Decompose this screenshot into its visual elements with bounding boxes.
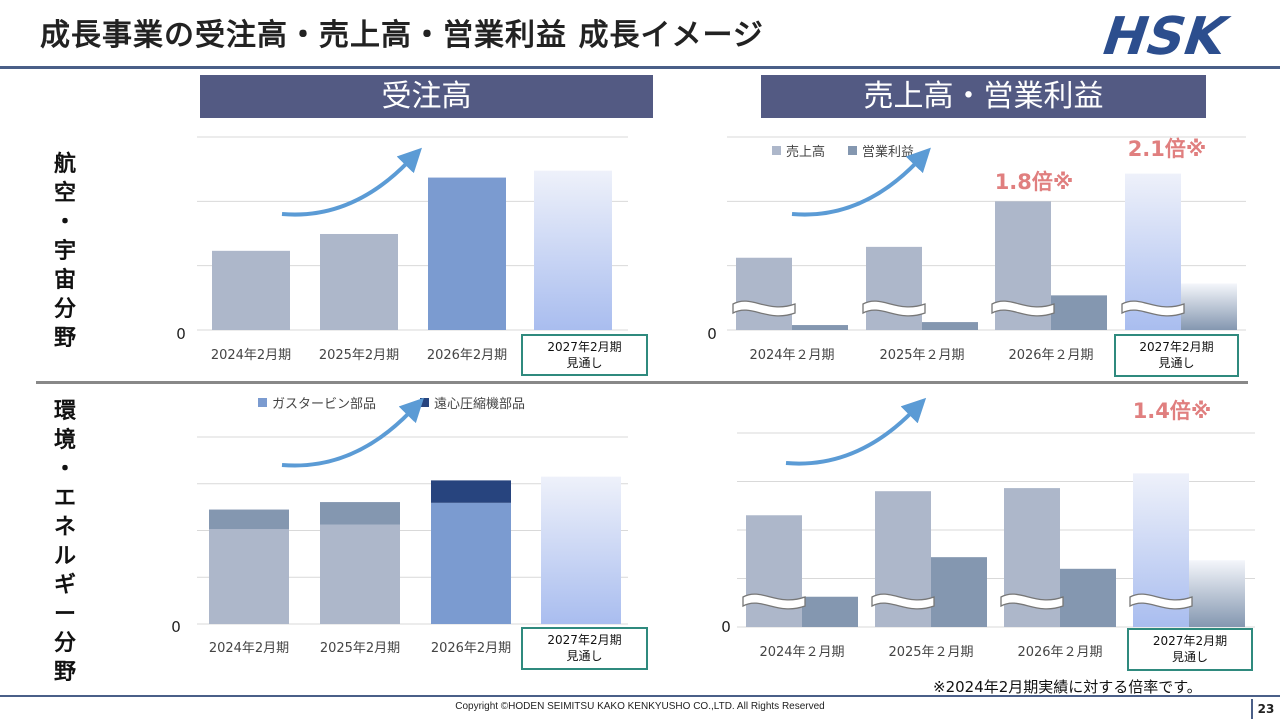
x-tick-label: 2024年２月期 [749,348,834,363]
bar-orders [534,170,612,330]
bar-operating-profit [802,596,858,627]
bar-gas-turbine-parts [431,502,511,624]
legend-swatch-profit [848,146,857,155]
bar-compressor-parts [209,509,289,530]
forecast-label-orders-aero: 2027年2月期 見通し [521,334,648,376]
slide-title: 成長事業の受注高・売上高・営業利益 成長イメージ [40,18,764,53]
bar-orders [320,233,398,330]
copyright: Copyright ©HODEN SEIMITSU KAKO KENKYUSHO… [455,701,825,712]
legend-swatch-sales [772,146,781,155]
bar-sales [746,515,802,627]
axis-break-mark [862,300,926,317]
section-header-sales-profit: 売上高・営業利益 [761,75,1206,118]
bar-orders [428,177,506,330]
bar-operating-profit [1181,283,1237,330]
legend-label-compressor: 遠心圧縮機部品 [434,396,525,412]
row-label-aerospace: 航 空 ・ 宇 宙 分 野 [53,152,76,351]
bar-gas-turbine-parts [320,524,400,624]
x-tick-label: 2024年2月期 [209,641,289,656]
bar-operating-profit [931,557,987,627]
multiplier-label: 2.1倍※ [1128,137,1207,161]
bar-operating-profit [1189,560,1245,627]
bar-orders [212,250,290,330]
x-tick-label: 2026年2月期 [431,641,511,656]
hsk-logo: HSK [1094,6,1237,62]
svg-text:HSK: HSK [1094,6,1237,62]
bar-operating-profit [1060,568,1116,627]
bar-operating-profit [922,322,978,330]
y-axis-zero-label: 0 [707,325,717,343]
axis-break-mark [1129,593,1193,610]
x-tick-label: 2026年２月期 [1017,645,1102,660]
forecast-label-sales-aero: 2027年2月期 見通し [1114,334,1239,377]
growth-arrow [785,397,927,466]
bar-operating-profit [792,325,848,330]
x-tick-label: 2025年２月期 [888,645,973,660]
bar-compressor-parts [431,480,511,503]
axis-break-mark [732,300,796,317]
growth-arrow [281,397,424,468]
legend-label-sales: 売上高 [786,144,825,160]
title-rule [0,66,1280,69]
bar-gas-turbine-parts [541,476,621,624]
axis-break-mark [871,593,935,610]
axis-break-mark [1121,300,1185,317]
forecast-label-orders-energy: 2027年2月期 見通し [521,627,648,670]
legend-swatch-gas-turbine [258,398,267,407]
x-tick-label: 2025年2月期 [319,348,399,363]
footnote: ※2024年2月期実績に対する倍率です。 [933,678,1202,696]
legend-label-profit: 営業利益 [862,144,914,160]
legend-swatch-compressor [420,398,429,407]
footer-rule [0,695,1280,697]
row-label-energy: 環 境 ・ エ ネ ル ギ ー 分 野 [53,399,76,685]
row-divider [36,381,1248,384]
x-tick-label: 2026年２月期 [1008,348,1093,363]
bar-sales [736,257,792,330]
y-axis-zero-label: 0 [176,325,186,343]
axis-break-mark [1000,593,1064,610]
multiplier-label: 1.8倍※ [995,170,1074,194]
section-header-orders: 受注高 [200,75,653,118]
growth-arrow [791,147,931,217]
page-number: 23 [1251,699,1279,719]
x-tick-label: 2026年2月期 [427,348,507,363]
bar-gas-turbine-parts [209,529,289,624]
bar-compressor-parts [320,502,400,525]
y-axis-zero-label: 0 [721,618,731,636]
x-tick-label: 2025年2月期 [320,641,400,656]
legend-label-gas-turbine: ガスタービン部品 [272,397,376,412]
x-tick-label: 2024年2月期 [211,348,291,363]
bar-operating-profit [1051,295,1107,330]
y-axis-zero-label: 0 [171,618,181,636]
x-tick-label: 2024年２月期 [759,645,844,660]
multiplier-label: 1.4倍※ [1133,399,1212,423]
forecast-label-sales-energy: 2027年2月期 見通し [1127,628,1253,671]
axis-break-mark [991,300,1055,317]
axis-break-mark [742,593,806,610]
growth-arrow [281,147,422,217]
x-tick-label: 2025年２月期 [879,348,964,363]
